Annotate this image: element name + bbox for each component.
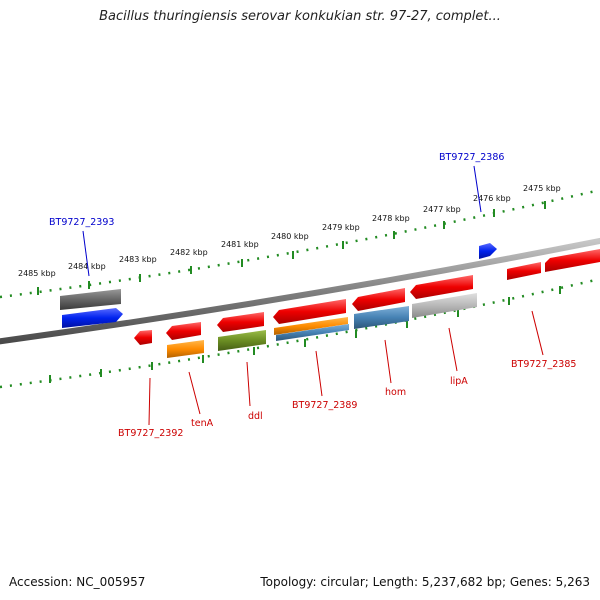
feature-ddl-gene[interactable] xyxy=(217,312,264,332)
gene-label-bt9727-2385[interactable]: BT9727_2385 xyxy=(511,359,576,370)
feature-bt9727-2386-cds[interactable] xyxy=(479,243,497,259)
inner-ruler-major-ticks xyxy=(49,286,561,383)
outer-ruler xyxy=(0,188,600,299)
connector-bt9727-2393 xyxy=(82,230,90,277)
ruler-label-2483: 2483 kbp xyxy=(119,255,157,264)
feature-lipa-gene[interactable] xyxy=(410,275,473,299)
gene-label-tena[interactable]: tenA xyxy=(191,418,214,429)
gene-label-bt9727-2386[interactable]: BT9727_2386 xyxy=(439,152,504,163)
feature-ddl-cds[interactable] xyxy=(218,330,266,351)
ruler-label-2476: 2476 kbp xyxy=(473,194,511,203)
gene-label-lipa[interactable]: lipA xyxy=(450,376,468,387)
feature-tena-cds[interactable] xyxy=(167,340,204,358)
feature-hom-cds[interactable] xyxy=(354,306,409,329)
ruler-label-2477: 2477 kbp xyxy=(423,205,461,214)
connector-bt9727-2392 xyxy=(148,377,151,426)
ruler-label-2481: 2481 kbp xyxy=(221,240,259,249)
connector-lipa xyxy=(448,327,458,372)
outer-ruler-major-ticks xyxy=(37,201,546,295)
feature-bt9727-2384-gene[interactable] xyxy=(545,249,600,272)
connector-bt9727-2385 xyxy=(531,310,544,356)
ruler-label-2485: 2485 kbp xyxy=(18,269,56,278)
feature-tena-gene[interactable] xyxy=(166,322,201,340)
connector-ddl xyxy=(246,361,251,407)
connector-hom xyxy=(384,339,392,384)
accession-label: Accession: NC_005957 xyxy=(9,575,146,589)
feature-bt9727-2389-cds-b[interactable] xyxy=(276,324,349,341)
gene-label-bt9727-2389[interactable]: BT9727_2389 xyxy=(292,400,357,411)
gene-label-bt9727-2392[interactable]: BT9727_2392 xyxy=(118,428,183,439)
feature-bt9727-2393-gene[interactable] xyxy=(60,289,121,310)
ruler-label-2475: 2475 kbp xyxy=(523,184,561,193)
map-title: Bacillus thuringiensis serovar konkukian… xyxy=(99,9,501,24)
ruler-label-2479: 2479 kbp xyxy=(322,223,360,232)
ruler-label-2480: 2480 kbp xyxy=(271,232,309,241)
feature-bt9727-2385-gene[interactable] xyxy=(507,262,541,280)
gene-label-bt9727-2393[interactable]: BT9727_2393 xyxy=(49,217,114,228)
ruler-label-2484: 2484 kbp xyxy=(68,262,106,271)
feature-lipa-cds[interactable] xyxy=(412,293,477,318)
feature-bt9727-2389-cds-a[interactable] xyxy=(274,317,348,335)
genome-backbone xyxy=(0,237,600,345)
genome-summary: Topology: circular; Length: 5,237,682 bp… xyxy=(260,575,590,589)
connector-tena xyxy=(188,371,201,415)
feature-hom-gene[interactable] xyxy=(352,288,405,311)
gene-label-ddl[interactable]: ddl xyxy=(248,411,263,422)
connector-bt9727-2386 xyxy=(473,165,482,213)
feature-bt9727-2389-gene[interactable] xyxy=(273,299,346,324)
feature-bt9727-2393-cds[interactable] xyxy=(62,308,123,328)
connector-bt9727-2389 xyxy=(315,350,323,397)
feature-bt9727-2392-gene[interactable] xyxy=(134,330,152,345)
ruler-label-2482: 2482 kbp xyxy=(170,248,208,257)
gene-label-hom[interactable]: hom xyxy=(385,387,406,398)
ruler-label-2478: 2478 kbp xyxy=(372,214,410,223)
